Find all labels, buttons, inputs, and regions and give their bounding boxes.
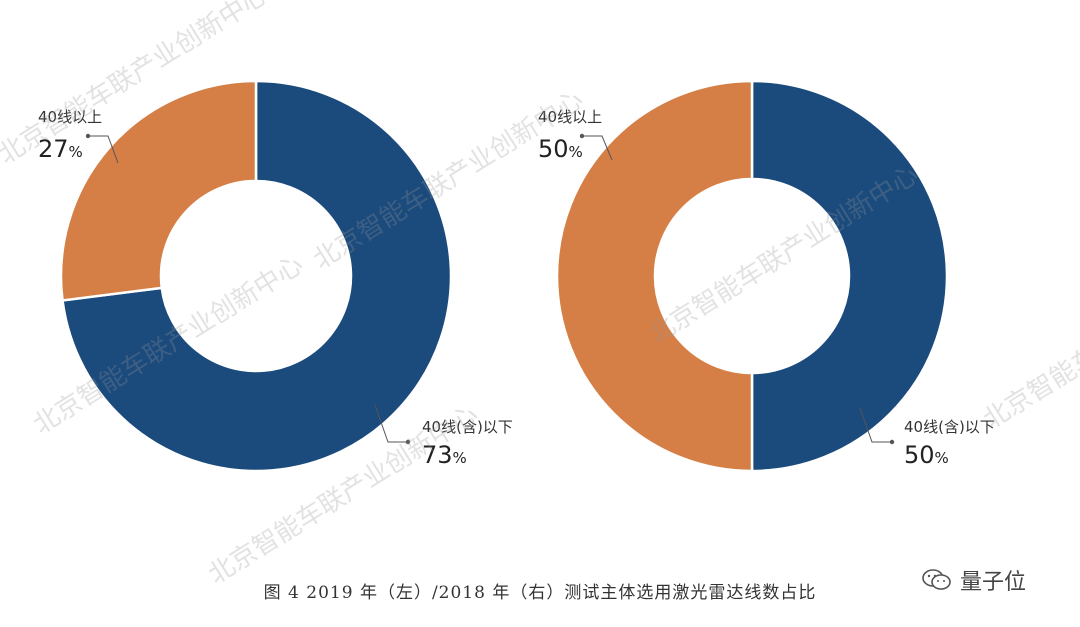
brand: 量子位 (922, 565, 1026, 595)
percent-symbol: % (935, 449, 949, 467)
leader-line (859, 407, 892, 443)
brand-name: 量子位 (960, 570, 1027, 595)
wechat-icon (922, 569, 951, 590)
percent-label: 50% (904, 441, 949, 469)
category-label: 40线以上 (38, 108, 102, 126)
leader-dot (405, 439, 411, 445)
leader-dot (889, 439, 895, 445)
percent-symbol: % (453, 449, 467, 467)
leader-line (88, 135, 119, 164)
donut-slice (555, 79, 754, 473)
leader-line (582, 135, 613, 161)
percent-symbol: % (569, 143, 583, 161)
percent-label: 73% (422, 441, 467, 469)
figure-caption: 图 4 2019 年（左）/2018 年（右）测试主体选用激光雷达线数占比 (263, 583, 817, 603)
percent-label: 50% (538, 135, 583, 163)
percent-symbol: % (69, 143, 83, 161)
donut-slice (61, 79, 453, 473)
leader-line (374, 404, 408, 443)
leader-dot (85, 133, 91, 139)
category-label: 40线(含)以下 (904, 418, 995, 436)
category-label: 40线(含)以下 (422, 418, 513, 436)
percent-label: 27% (38, 135, 83, 163)
leader-dot (579, 133, 585, 139)
category-label: 40线以上 (538, 108, 602, 126)
donut-slice (59, 79, 258, 302)
donut-slice (750, 79, 949, 473)
